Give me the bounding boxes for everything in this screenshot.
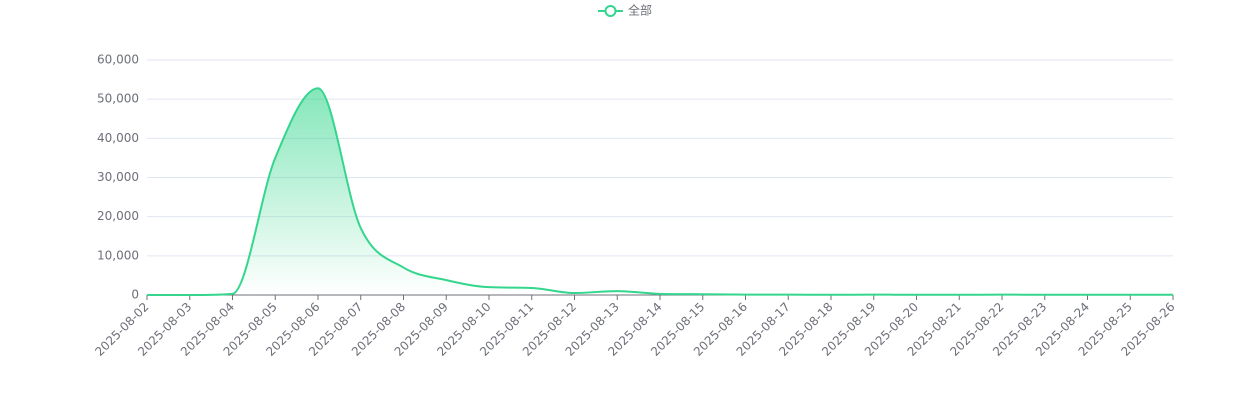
y-tick-label: 20,000 (97, 209, 139, 223)
y-tick-label: 50,000 (97, 92, 139, 106)
y-tick-label: 60,000 (97, 53, 139, 67)
y-tick-label: 30,000 (97, 170, 139, 184)
y-tick-label: 40,000 (97, 131, 139, 145)
legend-label: 全部 (628, 3, 652, 18)
line (147, 87, 1173, 296)
area (147, 88, 1173, 295)
legend-marker (604, 5, 617, 17)
y-tick-label: 0 (131, 288, 139, 302)
y-tick-label: 10,000 (97, 248, 139, 262)
legend: 全部 (598, 3, 652, 18)
